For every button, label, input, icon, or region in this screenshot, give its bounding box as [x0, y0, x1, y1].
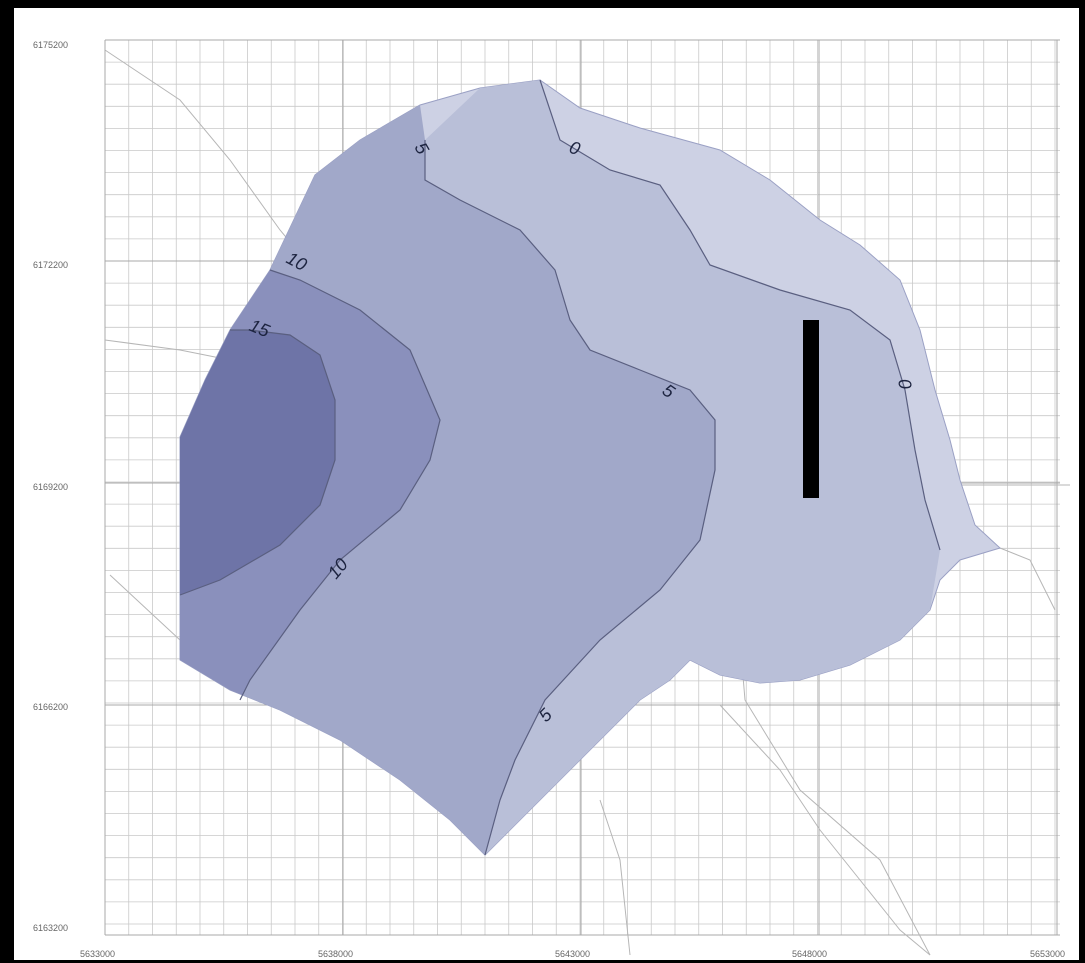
contour-lines	[179, 79, 941, 856]
contour-band-0-5	[425, 80, 940, 855]
contour-band-5-10	[240, 105, 715, 855]
contour-label-0-right: 0	[894, 377, 915, 390]
x-tick-label: 5638000	[318, 949, 353, 959]
x-tick-label: 5648000	[792, 949, 827, 959]
y-tick-label: 6166200	[33, 702, 68, 712]
x-tick-label: 5653000	[1030, 949, 1065, 959]
y-tick-label: 6163200	[33, 923, 68, 933]
y-tick-label: 6172200	[33, 260, 68, 270]
x-tick-label: 5643000	[555, 949, 590, 959]
contour-band-10-15	[180, 270, 440, 700]
marker-bar	[803, 320, 819, 498]
y-tick-label: 6169200	[33, 482, 68, 492]
x-tick-label: 5633000	[80, 949, 115, 959]
y-tick-label: 6175200	[33, 40, 68, 50]
